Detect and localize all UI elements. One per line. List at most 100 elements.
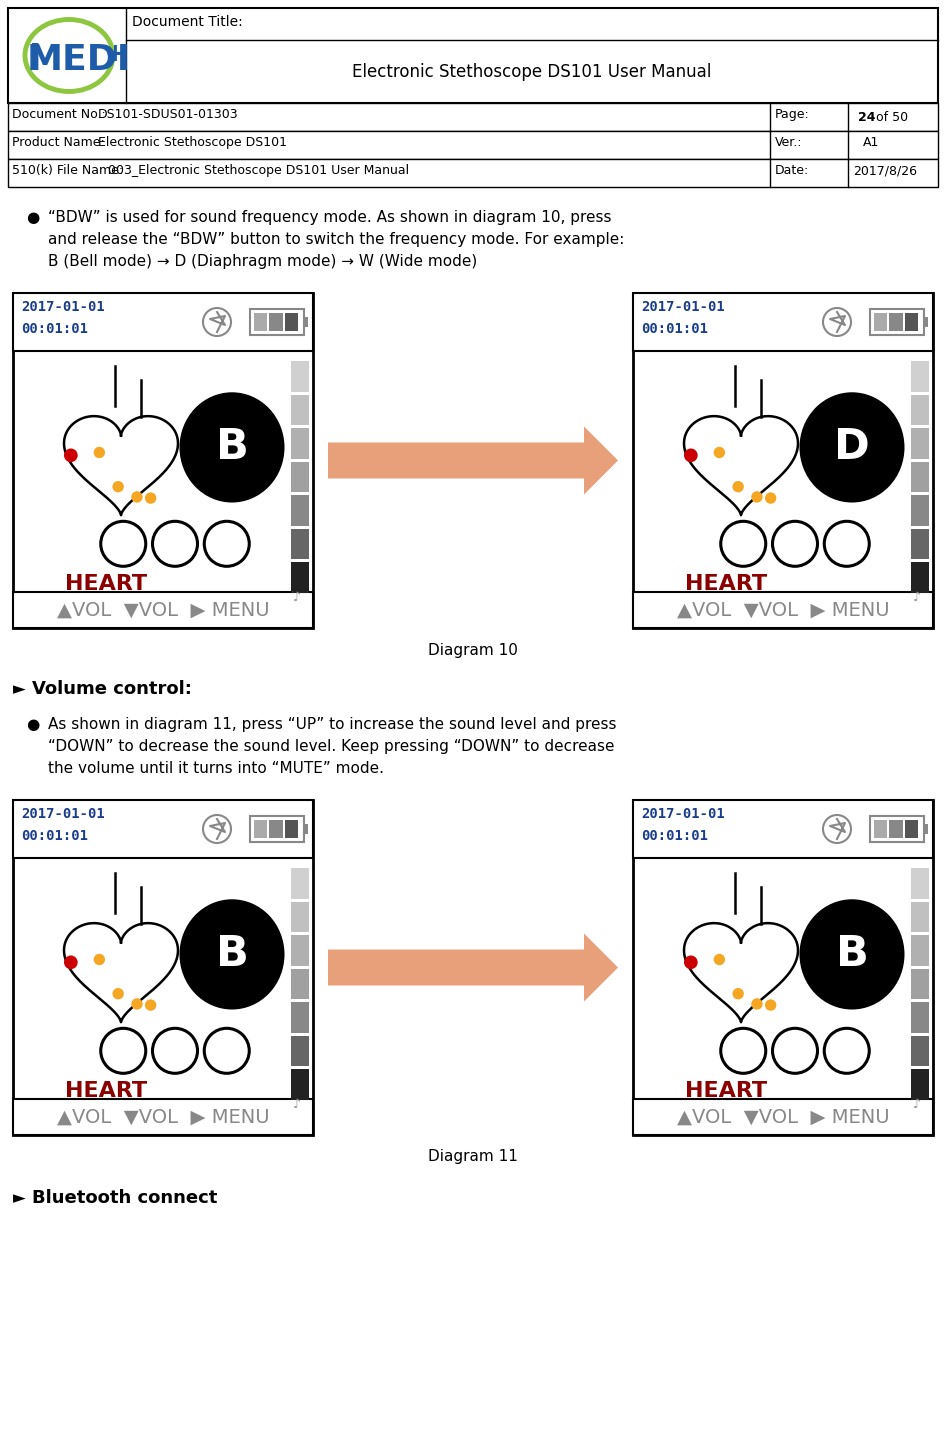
Text: .: . <box>28 24 42 59</box>
Text: 00:01:01: 00:01:01 <box>641 829 708 843</box>
Bar <box>270 820 283 837</box>
Text: 2017-01-01: 2017-01-01 <box>21 807 105 822</box>
Text: Electronic Stethoscope DS101: Electronic Stethoscope DS101 <box>98 136 287 149</box>
Text: ▲VOL  ▼VOL  ▶ MENU: ▲VOL ▼VOL ▶ MENU <box>676 600 889 620</box>
Text: 00:01:01: 00:01:01 <box>641 322 708 336</box>
Bar <box>13 293 313 627</box>
Bar <box>270 313 283 332</box>
Text: B: B <box>216 426 249 469</box>
Bar <box>291 1002 309 1033</box>
Text: MEDI: MEDI <box>26 43 131 77</box>
Circle shape <box>131 492 143 503</box>
Bar <box>911 1036 929 1066</box>
Circle shape <box>713 447 725 459</box>
Bar <box>291 462 309 492</box>
Circle shape <box>765 999 777 1010</box>
Bar <box>8 159 938 187</box>
Text: ►: ► <box>13 1189 26 1208</box>
Bar <box>911 935 929 966</box>
Text: ♪: ♪ <box>913 1097 921 1110</box>
Bar <box>911 529 929 559</box>
Ellipse shape <box>799 393 904 503</box>
Text: B (Bell mode) → D (Diaphragm mode) → W (Wide mode): B (Bell mode) → D (Diaphragm mode) → W (… <box>48 254 477 269</box>
Bar <box>911 867 929 899</box>
Text: D: D <box>834 426 870 469</box>
Bar <box>874 820 887 837</box>
Text: A1: A1 <box>863 136 880 149</box>
Text: Date:: Date: <box>775 164 809 177</box>
Polygon shape <box>328 933 618 1002</box>
Text: +: + <box>105 41 126 66</box>
Text: 2017/8/26: 2017/8/26 <box>853 164 917 177</box>
Bar <box>291 362 309 392</box>
Text: 2017-01-01: 2017-01-01 <box>21 300 105 314</box>
Bar <box>250 816 304 842</box>
Circle shape <box>732 987 744 999</box>
Bar <box>291 394 309 426</box>
Text: ●: ● <box>26 210 39 224</box>
Bar <box>13 293 313 352</box>
Circle shape <box>94 447 105 459</box>
Bar <box>633 1099 933 1135</box>
Bar <box>924 317 928 327</box>
Text: 2017-01-01: 2017-01-01 <box>641 300 725 314</box>
Text: DS101-SDUS01-01303: DS101-SDUS01-01303 <box>98 109 238 121</box>
Bar <box>870 816 924 842</box>
Text: ▲VOL  ▼VOL  ▶ MENU: ▲VOL ▼VOL ▶ MENU <box>57 600 270 620</box>
Bar <box>874 313 887 332</box>
Bar <box>8 103 938 131</box>
Bar <box>924 823 928 835</box>
Circle shape <box>113 987 124 999</box>
Text: of 50: of 50 <box>872 110 908 123</box>
Circle shape <box>684 449 698 462</box>
Bar <box>911 362 929 392</box>
Bar <box>911 462 929 492</box>
Bar <box>889 820 902 837</box>
Text: 510(k) File Name:: 510(k) File Name: <box>12 164 123 177</box>
Bar <box>291 1069 309 1100</box>
Text: Diagram 11: Diagram 11 <box>428 1149 518 1165</box>
Ellipse shape <box>799 899 904 1009</box>
Bar <box>904 820 918 837</box>
Bar <box>911 563 929 593</box>
Bar <box>633 592 933 627</box>
Text: Product Name:: Product Name: <box>12 136 105 149</box>
Text: 00:01:01: 00:01:01 <box>21 322 88 336</box>
Text: “DOWN” to decrease the sound level. Keep pressing “DOWN” to decrease: “DOWN” to decrease the sound level. Keep… <box>48 739 615 755</box>
Ellipse shape <box>180 899 285 1009</box>
Text: Bluetooth connect: Bluetooth connect <box>32 1189 218 1208</box>
Bar <box>291 969 309 999</box>
Text: Document No.:: Document No.: <box>12 109 106 121</box>
Bar <box>285 313 298 332</box>
Bar <box>304 317 308 327</box>
Bar <box>291 429 309 459</box>
Circle shape <box>765 493 777 504</box>
Text: Page:: Page: <box>775 109 810 121</box>
Text: ♪: ♪ <box>293 1097 301 1110</box>
Bar <box>911 394 929 426</box>
Text: HEART: HEART <box>65 1080 147 1100</box>
Bar <box>291 529 309 559</box>
Bar <box>291 867 309 899</box>
Ellipse shape <box>180 393 285 503</box>
Text: 2017-01-01: 2017-01-01 <box>641 807 725 822</box>
Polygon shape <box>328 426 618 494</box>
Bar <box>911 429 929 459</box>
Bar <box>13 1099 313 1135</box>
Text: HEART: HEART <box>685 1080 767 1100</box>
Bar <box>13 800 313 1135</box>
Bar <box>13 592 313 627</box>
Bar <box>291 1036 309 1066</box>
Text: ►: ► <box>13 680 26 697</box>
Text: “BDW” is used for sound frequency mode. As shown in diagram 10, press: “BDW” is used for sound frequency mode. … <box>48 210 611 224</box>
Bar <box>633 293 933 352</box>
Text: B: B <box>216 933 249 976</box>
Bar <box>304 823 308 835</box>
Bar <box>904 313 918 332</box>
Circle shape <box>64 449 78 462</box>
Circle shape <box>64 956 78 969</box>
Circle shape <box>684 956 698 969</box>
Bar <box>911 1069 929 1100</box>
Bar <box>911 1002 929 1033</box>
Bar <box>291 902 309 932</box>
